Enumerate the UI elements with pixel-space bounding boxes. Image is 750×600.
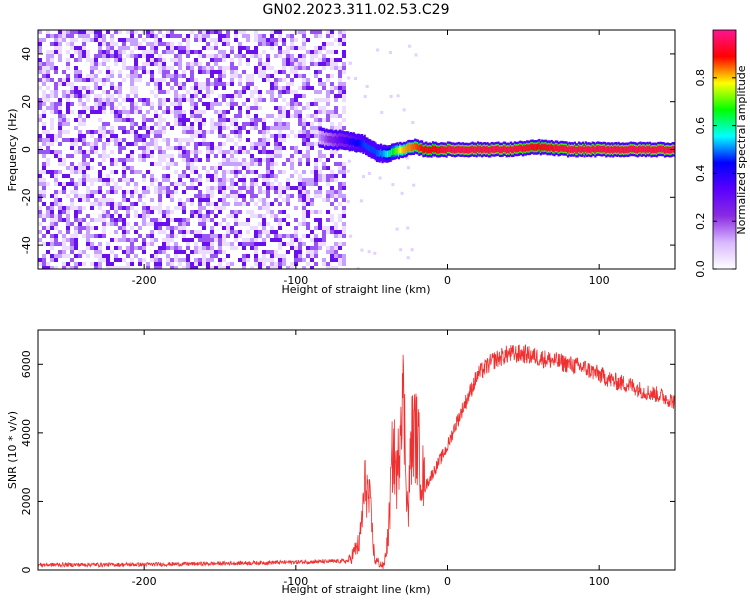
spectrogram-ylabel: Frequency (Hz): [6, 109, 19, 192]
colorbar-tick-label: 0.6: [694, 117, 707, 135]
noise-cells: [38, 30, 418, 269]
spectrogram-ytick-label: 0: [20, 146, 33, 153]
snr-ytick-label: 6000: [20, 350, 33, 378]
snr-xtick-label: -100: [283, 575, 308, 588]
spectrogram-xtick-label: 0: [444, 274, 451, 287]
spectrogram-ytick-label: -40: [20, 236, 33, 254]
snr-marks: [38, 343, 675, 570]
spectrogram-ytick-label: -20: [20, 188, 33, 206]
spectrogram-marks: [38, 30, 675, 269]
spectrogram-xlabel: Height of straight line (km): [281, 283, 430, 296]
snr-xlabel: Height of straight line (km): [281, 583, 430, 596]
snr-series-line: [38, 343, 675, 570]
snr-xtick-label: 0: [444, 575, 451, 588]
spectrogram-ytick-label: 20: [20, 95, 33, 109]
signal-track: [318, 127, 675, 164]
spectrogram-xtick-label: -200: [132, 274, 157, 287]
snr-ytick-label: 2000: [20, 487, 33, 515]
snr-xtick-label: 100: [589, 575, 610, 588]
snr-ytick-label: 4000: [20, 419, 33, 447]
colorbar-tick-label: 0.4: [694, 165, 707, 183]
spectrogram-ytick-label: 40: [20, 47, 33, 61]
spectrogram-xtick-label: 100: [589, 274, 610, 287]
snr-ytick-label: 0: [20, 567, 33, 574]
colorbar-gradient: [712, 29, 737, 270]
colorbar-label: Normalized spectral amplitude: [735, 65, 748, 234]
chart-title: GN02.2023.311.02.53.C29: [262, 2, 450, 18]
spectrogram-xtick-label: -100: [283, 274, 308, 287]
colorbar: 0.0 0.2 0.4 0.6 0.8 Normalized spectral ampl…: [694, 29, 748, 278]
colorbar-tick-label: 0.8: [694, 69, 707, 87]
colorbar-tick-label: 0.2: [694, 212, 707, 230]
snr-ylabel: SNR (10 * v/v): [6, 411, 19, 489]
colorbar-tick-label: 0.0: [694, 260, 707, 278]
snr-xtick-label: -200: [132, 575, 157, 588]
snr-frame: [37, 329, 676, 571]
colorbar-ticks: 0.0 0.2 0.4 0.6 0.8: [694, 69, 736, 278]
